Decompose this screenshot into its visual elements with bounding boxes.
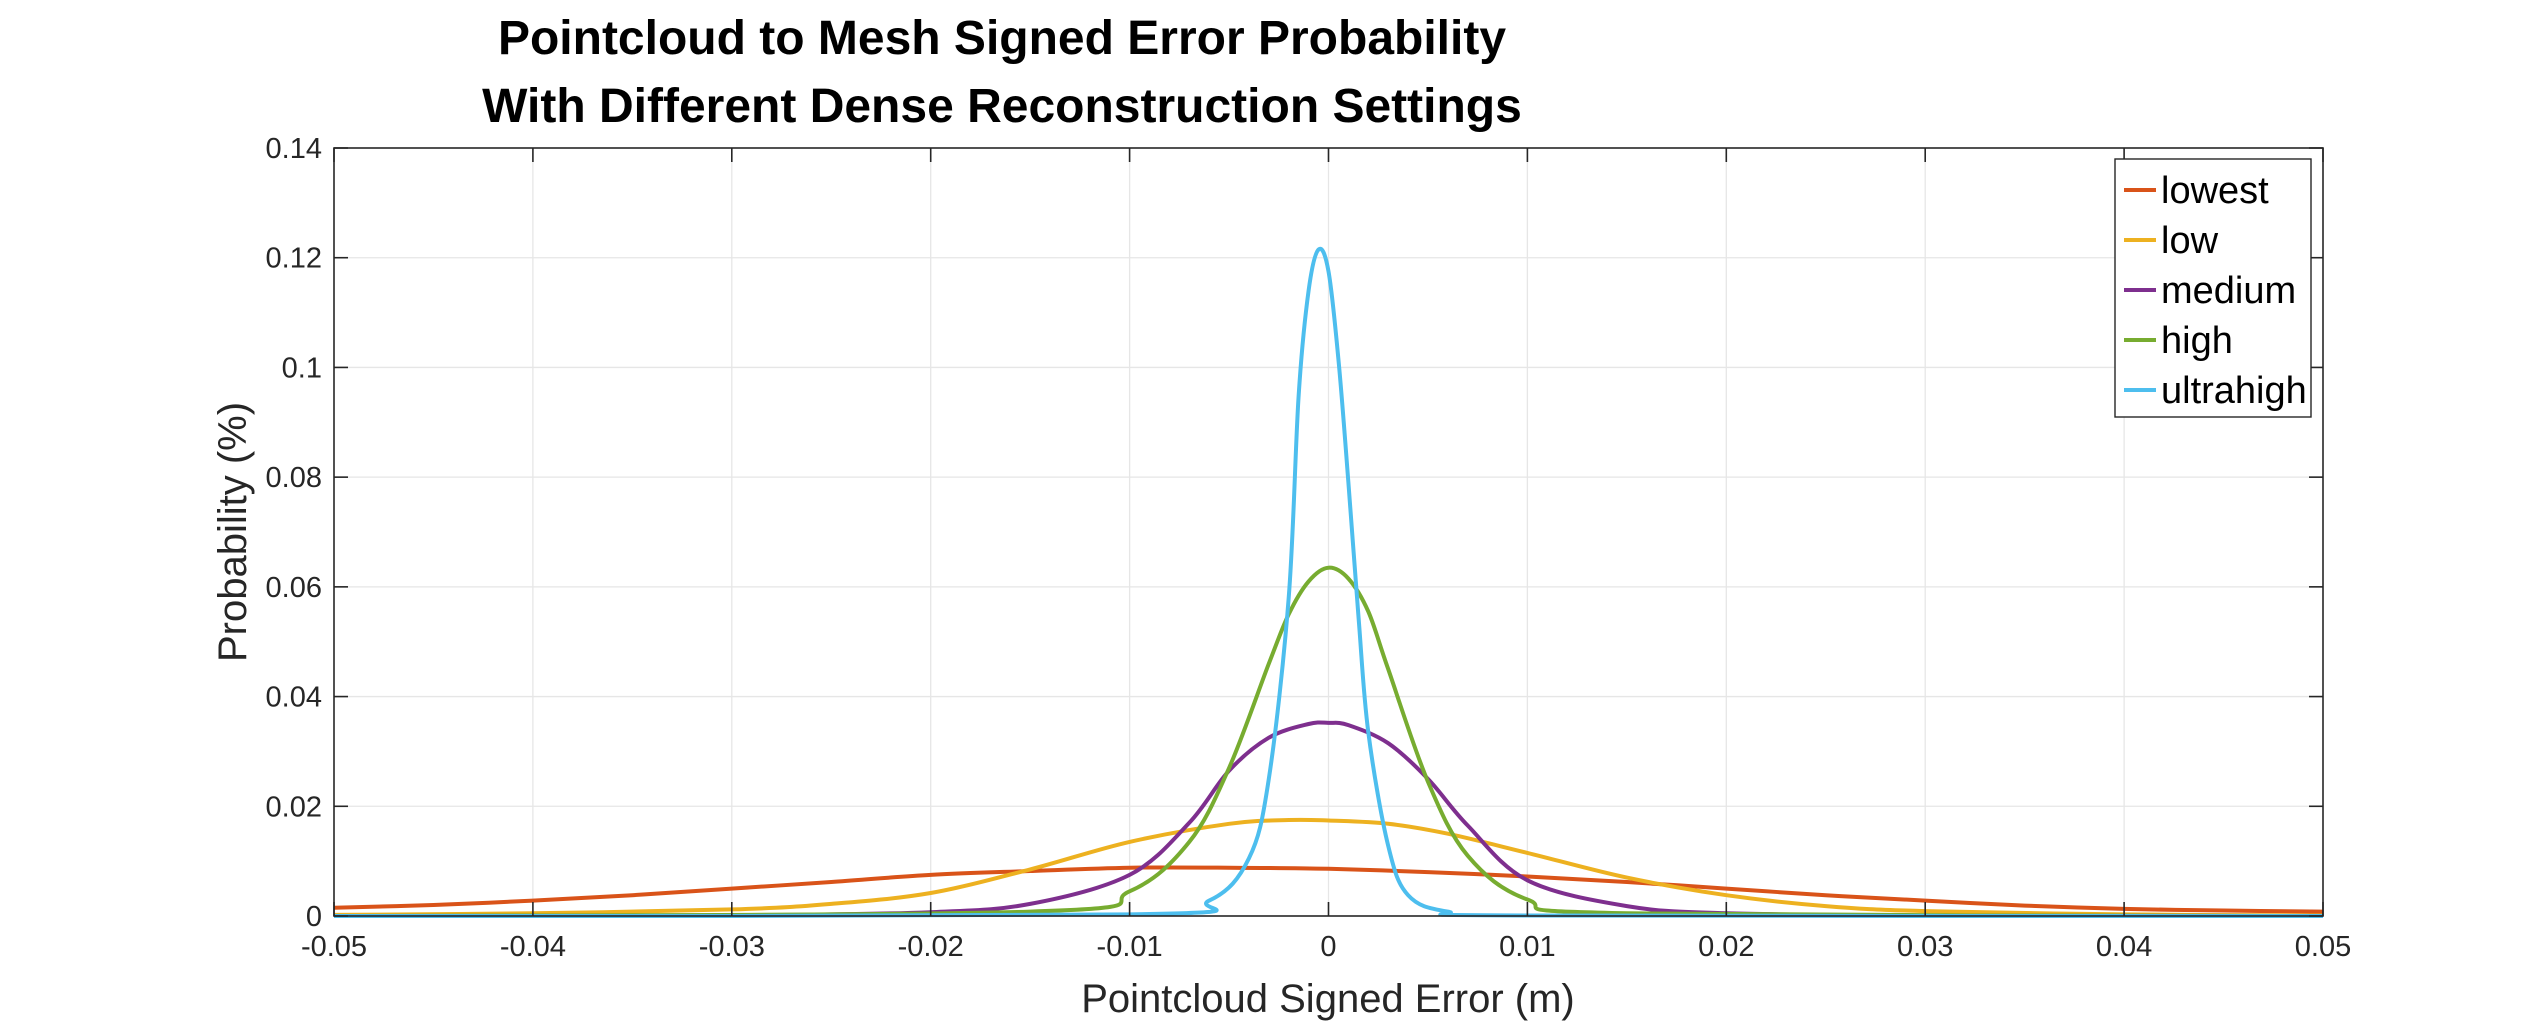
legend: lowest low medium high ultrahigh [2114,158,2312,418]
x-tick-label: -0.05 [301,931,367,963]
x-tick-label: -0.03 [699,931,765,963]
y-tick-label: 0.04 [266,682,322,714]
y-tick-label: 0 [306,901,322,933]
legend-label-lowest: lowest [2161,170,2269,212]
y-tick-label: 0.14 [266,133,322,165]
axis-ticks [333,147,2324,917]
series-line-low [333,817,2324,918]
series-line-high [333,565,2324,918]
x-tick-label: 0.05 [2295,931,2351,963]
y-tick-label: 0.1 [282,352,322,384]
x-tick-label: 0.03 [1897,931,1953,963]
x-tick-label: 0.04 [2096,931,2152,963]
legend-label-medium: medium [2161,270,2296,312]
legend-label-high: high [2161,320,2233,362]
chart-title-line-1: Pointcloud to Mesh Signed Error Probabil… [498,12,1506,65]
y-tick-label: 0.12 [266,243,322,275]
legend-label-ultrahigh: ultrahigh [2161,370,2307,412]
x-axis-label: Pointcloud Signed Error (m) [1081,977,1575,1021]
chart-title-line-2: With Different Dense Reconstruction Sett… [482,80,1522,133]
series-line-ultrahigh [333,246,2324,919]
y-tick-label: 0.06 [266,572,322,604]
x-tick-labels: -0.05 -0.04 -0.03 -0.02 -0.01 0 0.01 0.02 0.03 0.… [301,931,2351,963]
x-tick-label: -0.01 [1097,931,1163,963]
legend-label-low: low [2161,220,2219,262]
series-line-lowest [333,865,2324,914]
x-tick-label: 0.01 [1499,931,1555,963]
y-tick-label: 0.02 [266,791,322,823]
y-tick-label: 0.08 [266,462,322,494]
y-axis-label: Probability (%) [211,402,255,662]
x-tick-label: -0.02 [898,931,964,963]
x-tick-label: 0 [1320,931,1336,963]
x-tick-label: -0.04 [500,931,566,963]
y-tick-labels: 0 0.02 0.04 0.06 0.08 0.1 0.12 0.14 [266,133,322,933]
x-tick-label: 0.02 [1698,931,1754,963]
